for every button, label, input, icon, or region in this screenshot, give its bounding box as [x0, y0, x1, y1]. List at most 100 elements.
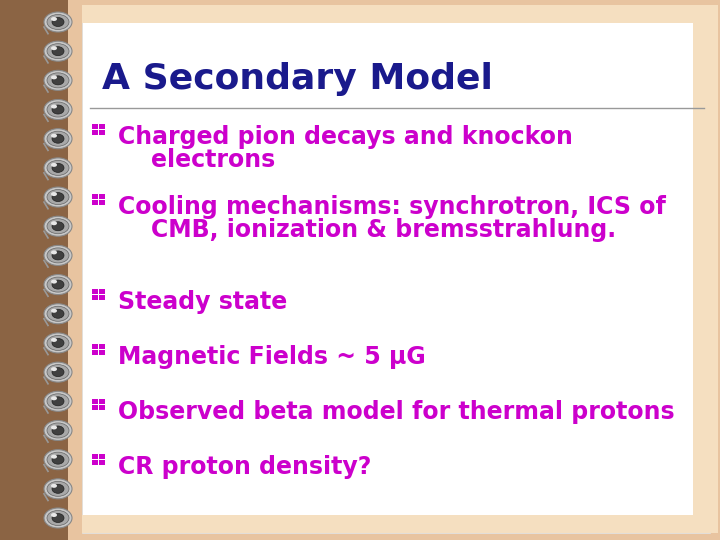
Ellipse shape — [51, 17, 57, 21]
Bar — [92, 295, 98, 300]
Ellipse shape — [51, 484, 57, 488]
Ellipse shape — [47, 44, 69, 59]
Ellipse shape — [51, 134, 57, 138]
Bar — [99, 200, 104, 205]
Ellipse shape — [47, 219, 69, 234]
Bar — [99, 405, 104, 410]
Ellipse shape — [52, 76, 64, 85]
Bar — [82, 515, 710, 533]
Ellipse shape — [47, 102, 69, 117]
Bar — [693, 5, 718, 533]
Bar — [99, 454, 104, 458]
Ellipse shape — [52, 46, 64, 56]
Ellipse shape — [44, 508, 72, 528]
Ellipse shape — [51, 46, 57, 50]
Bar — [92, 350, 98, 355]
Ellipse shape — [47, 131, 69, 146]
Bar — [92, 454, 98, 458]
Ellipse shape — [52, 397, 64, 406]
Text: electrons: electrons — [118, 148, 275, 172]
Text: Steady state: Steady state — [118, 290, 287, 314]
Ellipse shape — [51, 426, 57, 429]
Bar — [99, 460, 104, 464]
Ellipse shape — [51, 309, 57, 313]
Ellipse shape — [44, 187, 72, 207]
Ellipse shape — [52, 426, 64, 435]
Ellipse shape — [51, 105, 57, 109]
Bar — [92, 124, 98, 129]
Ellipse shape — [52, 134, 64, 143]
Ellipse shape — [44, 158, 72, 178]
Text: Charged pion decays and knockon: Charged pion decays and knockon — [118, 125, 573, 149]
Bar — [92, 399, 98, 404]
Bar — [0, 0, 68, 540]
Bar — [92, 344, 98, 349]
Ellipse shape — [47, 481, 69, 496]
Ellipse shape — [47, 423, 69, 438]
Ellipse shape — [51, 513, 57, 517]
Ellipse shape — [44, 274, 72, 295]
Text: CMB, ionization & bremsstrahlung.: CMB, ionization & bremsstrahlung. — [118, 218, 616, 242]
Ellipse shape — [47, 73, 69, 88]
Ellipse shape — [51, 192, 57, 196]
Bar — [99, 344, 104, 349]
Ellipse shape — [51, 455, 57, 458]
Ellipse shape — [52, 484, 64, 494]
Bar — [99, 130, 104, 134]
Text: A Secondary Model: A Secondary Model — [102, 62, 493, 96]
Text: CR proton density?: CR proton density? — [118, 455, 372, 479]
Ellipse shape — [47, 306, 69, 321]
Bar — [99, 295, 104, 300]
Ellipse shape — [52, 164, 64, 172]
Ellipse shape — [47, 394, 69, 409]
Ellipse shape — [52, 193, 64, 201]
Ellipse shape — [47, 452, 69, 467]
Ellipse shape — [52, 309, 64, 318]
Bar — [92, 200, 98, 205]
Ellipse shape — [51, 367, 57, 371]
Ellipse shape — [52, 251, 64, 260]
Bar — [92, 289, 98, 294]
Ellipse shape — [44, 41, 72, 61]
Ellipse shape — [52, 368, 64, 376]
Ellipse shape — [44, 479, 72, 499]
Ellipse shape — [47, 364, 69, 380]
Text: Magnetic Fields ~ 5 μG: Magnetic Fields ~ 5 μG — [118, 345, 426, 369]
Ellipse shape — [52, 105, 64, 114]
Ellipse shape — [44, 245, 72, 266]
Bar — [99, 124, 104, 129]
Bar — [92, 194, 98, 199]
Ellipse shape — [52, 339, 64, 347]
Ellipse shape — [51, 221, 57, 225]
Ellipse shape — [44, 129, 72, 148]
Bar — [99, 350, 104, 355]
Bar — [82, 5, 710, 533]
Ellipse shape — [52, 222, 64, 231]
Bar — [99, 399, 104, 404]
Ellipse shape — [44, 304, 72, 324]
Bar — [92, 460, 98, 464]
Ellipse shape — [52, 514, 64, 523]
Bar — [92, 130, 98, 134]
Ellipse shape — [47, 160, 69, 176]
Ellipse shape — [44, 450, 72, 470]
Ellipse shape — [47, 277, 69, 292]
Bar — [99, 194, 104, 199]
Ellipse shape — [47, 510, 69, 525]
Ellipse shape — [52, 17, 64, 26]
Ellipse shape — [44, 392, 72, 411]
Ellipse shape — [47, 335, 69, 350]
Ellipse shape — [51, 76, 57, 79]
Ellipse shape — [51, 280, 57, 284]
Ellipse shape — [52, 280, 64, 289]
Text: Observed beta model for thermal protons: Observed beta model for thermal protons — [118, 400, 675, 424]
Ellipse shape — [51, 396, 57, 400]
Text: Cooling mechanisms: synchrotron, ICS of: Cooling mechanisms: synchrotron, ICS of — [118, 195, 666, 219]
Ellipse shape — [51, 163, 57, 167]
Ellipse shape — [47, 248, 69, 263]
Ellipse shape — [51, 338, 57, 342]
Ellipse shape — [47, 190, 69, 205]
Ellipse shape — [44, 421, 72, 441]
Ellipse shape — [44, 70, 72, 90]
Ellipse shape — [52, 455, 64, 464]
